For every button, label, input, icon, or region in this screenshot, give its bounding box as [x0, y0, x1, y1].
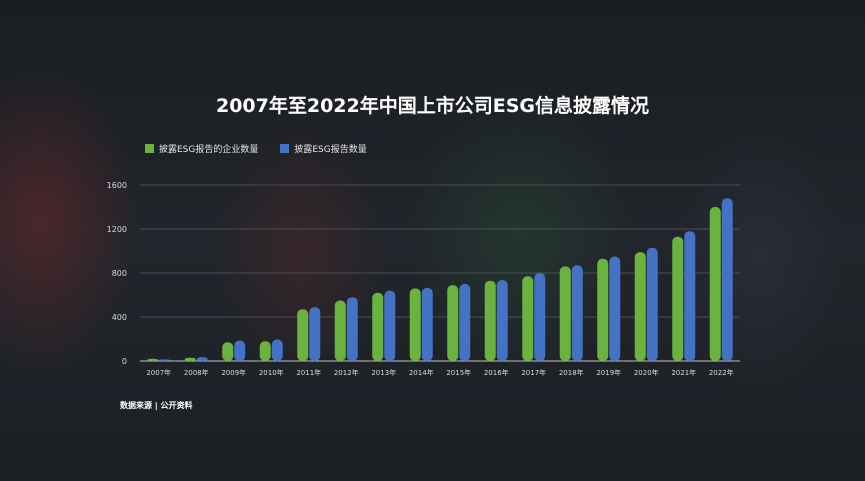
legend: 披露ESG报告的企业数量 披露ESG报告数量 — [145, 142, 367, 155]
legend-label-series-2: 披露ESG报告数量 — [294, 145, 367, 155]
bar-series-1 — [597, 258, 609, 361]
x-tick-label: 2008年 — [184, 368, 209, 377]
x-tick-label: 2020年 — [634, 368, 659, 377]
bar-series-1 — [334, 300, 346, 361]
bar-series-1 — [672, 236, 684, 361]
bar-series-1 — [184, 357, 196, 361]
bar-series-2 — [421, 287, 433, 361]
y-tick-label: 1600 — [107, 181, 127, 190]
bar-series-1 — [559, 266, 571, 361]
bar-series-1 — [147, 358, 159, 361]
legend-swatch-series-2 — [280, 144, 290, 153]
x-tick-label: 2012年 — [334, 368, 359, 377]
bar-series-2 — [721, 198, 733, 361]
legend-item-series-2: 披露ESG报告数量 — [280, 142, 367, 155]
legend-swatch-series-1 — [145, 144, 154, 153]
bar-series-1 — [709, 207, 721, 361]
x-tick-label: 2018年 — [559, 368, 584, 377]
bar-series-1 — [222, 342, 234, 361]
bar-series-2 — [646, 247, 658, 361]
y-tick-label: 400 — [112, 313, 127, 322]
y-tick-label: 1200 — [107, 225, 127, 234]
x-tick-label: 2016年 — [484, 368, 509, 377]
bar-series-2 — [571, 265, 583, 361]
bar-series-2 — [159, 359, 171, 361]
x-tick-label: 2013年 — [371, 368, 396, 377]
bar-series-2 — [384, 290, 396, 361]
y-axis-ticks: 0 400 800 1200 1600 — [107, 181, 127, 366]
bar-series-1 — [259, 341, 271, 361]
bar-series-2 — [609, 256, 621, 361]
bar-series-1 — [297, 309, 309, 361]
bar-series-2 — [346, 297, 358, 361]
y-tick-label: 800 — [112, 269, 127, 278]
x-tick-label: 2007年 — [146, 368, 171, 377]
bar-series-1 — [522, 276, 534, 361]
x-tick-label: 2021年 — [671, 368, 696, 377]
x-tick-label: 2017年 — [521, 368, 546, 377]
x-tick-label: 2015年 — [446, 368, 471, 377]
legend-label-series-1: 披露ESG报告的企业数量 — [159, 145, 259, 155]
bar-series-2 — [459, 284, 471, 361]
x-axis-ticks: 2007年 2008年 2009年 2010年 2011年 2012年 2013年 2014年… — [146, 368, 733, 377]
legend-item-series-1: 披露ESG报告的企业数量 — [145, 142, 258, 155]
bar-series-2 — [534, 273, 546, 361]
x-tick-label: 2022年 — [709, 368, 734, 377]
x-tick-label: 2009年 — [221, 368, 246, 377]
x-tick-label: 2010年 — [259, 368, 284, 377]
x-tick-label: 2011年 — [296, 368, 321, 377]
bar-series-2 — [271, 339, 283, 361]
bar-series-1 — [372, 292, 384, 361]
bar-series-1 — [634, 252, 646, 361]
bar-series-2 — [196, 357, 208, 361]
x-tick-label: 2019年 — [596, 368, 621, 377]
bar-series-2 — [684, 231, 696, 361]
bar-series-2 — [234, 340, 246, 361]
x-tick-label: 2014年 — [409, 368, 434, 377]
chart-title: 2007年至2022年中国上市公司ESG信息披露情况 — [215, 95, 650, 117]
bar-series-1 — [447, 285, 459, 361]
bar-series-1 — [409, 288, 421, 361]
bar-series-1 — [484, 280, 496, 361]
data-source-note: 数据来源 | 公开资料 — [120, 401, 193, 410]
bars — [147, 198, 733, 361]
bar-series-2 — [496, 280, 508, 361]
bar-series-2 — [309, 307, 321, 361]
y-tick-label: 0 — [122, 357, 127, 366]
